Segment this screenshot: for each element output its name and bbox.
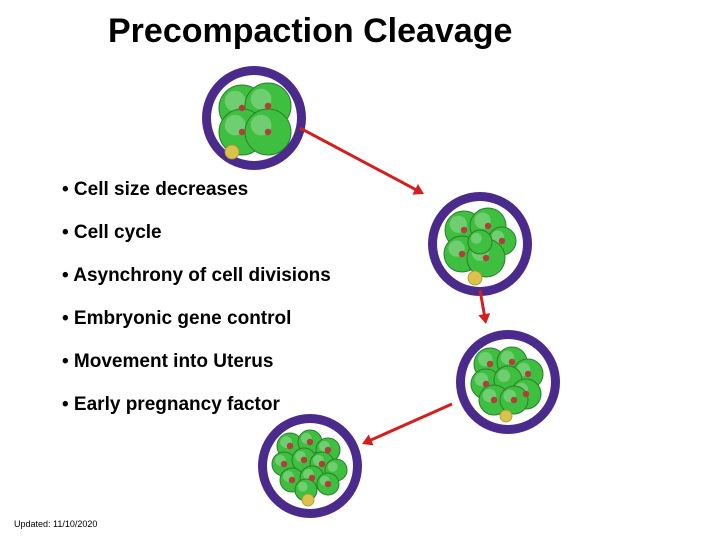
bullet-item: • Cell size decreases (62, 179, 248, 202)
bullet-item: • Cell cycle (62, 222, 162, 245)
bullet-item: • Movement into Uterus (62, 351, 273, 374)
slide: Precompaction Cleavage • Cell size decre… (0, 0, 720, 540)
arrow-a3 (352, 394, 462, 459)
embryo-stage4 (450, 324, 566, 445)
slide-title: Precompaction Cleavage (108, 12, 512, 51)
arrow-a1 (290, 118, 434, 209)
bullet-item: • Early pregnancy factor (62, 394, 280, 417)
embryo-stage5 (252, 408, 368, 529)
bullet-item: • Asynchrony of cell divisions (62, 265, 331, 288)
bullet-item: • Embryonic gene control (62, 308, 291, 331)
arrow-a2 (470, 280, 496, 339)
updated-timestamp: Updated: 11/10/2020 (14, 519, 97, 529)
